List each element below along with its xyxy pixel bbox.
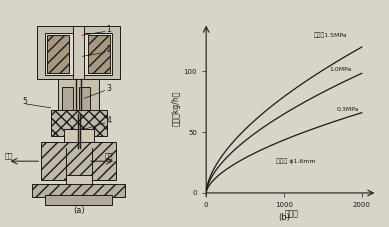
Bar bbox=[73, 26, 84, 79]
Bar bbox=[88, 35, 110, 74]
Text: 2: 2 bbox=[107, 45, 111, 54]
Text: 压差，1.5MPa: 压差，1.5MPa bbox=[314, 33, 347, 38]
Text: 阀口径 ϕ1.6mm: 阀口径 ϕ1.6mm bbox=[276, 158, 316, 163]
Text: 出口: 出口 bbox=[5, 152, 13, 159]
Bar bbox=[58, 79, 99, 114]
Bar bbox=[45, 33, 112, 75]
X-axis label: 脉冲数: 脉冲数 bbox=[285, 209, 299, 218]
Text: 1: 1 bbox=[107, 25, 111, 34]
Bar bbox=[47, 35, 69, 74]
Bar bbox=[45, 195, 112, 205]
Bar bbox=[79, 87, 90, 110]
Bar bbox=[37, 26, 120, 79]
Bar bbox=[51, 110, 107, 136]
Text: 3: 3 bbox=[107, 84, 112, 93]
Text: (a): (a) bbox=[73, 206, 84, 215]
Y-axis label: 流量（kg/h）: 流量（kg/h） bbox=[172, 90, 181, 126]
Bar bbox=[32, 184, 125, 197]
Text: 1.0MPa: 1.0MPa bbox=[329, 67, 352, 72]
Text: 0.3MPa: 0.3MPa bbox=[337, 107, 359, 112]
Bar bbox=[64, 129, 93, 148]
Text: 进口: 进口 bbox=[105, 152, 113, 159]
Bar bbox=[65, 175, 92, 190]
Bar bbox=[62, 87, 73, 110]
Text: (b): (b) bbox=[278, 213, 290, 222]
Text: 4: 4 bbox=[107, 116, 112, 125]
Text: 5: 5 bbox=[23, 97, 28, 106]
Bar bbox=[41, 142, 116, 180]
